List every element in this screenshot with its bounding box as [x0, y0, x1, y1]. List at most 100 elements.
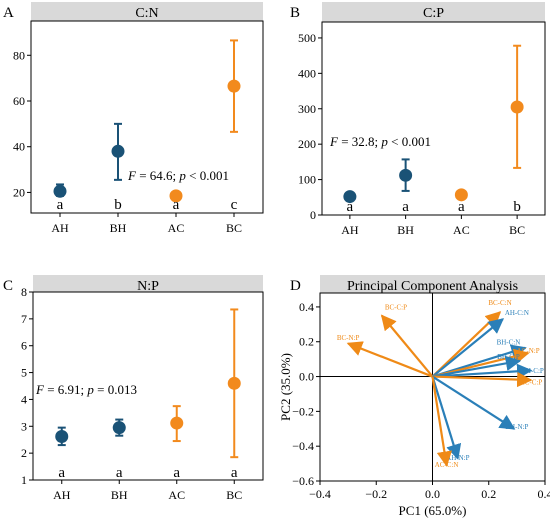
loading-vector	[431, 376, 462, 460]
y-tick-label: 400	[298, 66, 316, 80]
y-tick-label: 0.2	[299, 335, 314, 349]
y-tick-label: −0.4	[292, 439, 314, 453]
x-tick-label: 0.2	[481, 487, 496, 501]
x-tick-label: BC	[509, 223, 525, 237]
vector-label: AC-C:N	[435, 461, 459, 469]
vector-label: AH-N:P	[446, 454, 469, 462]
y-axis-title: PC2 (35.0%)	[278, 353, 293, 421]
vector-label: BC-N:P	[337, 334, 360, 342]
y-tick-label: 200	[298, 137, 316, 151]
x-tick-label: BC	[226, 488, 242, 502]
panel-tag: A	[3, 5, 14, 21]
y-tick-label: 60	[13, 94, 25, 108]
loading-vector	[431, 375, 516, 430]
x-tick-label: AC	[453, 223, 470, 237]
panel-title: N:P	[137, 279, 159, 294]
stat-part: F	[127, 168, 137, 183]
stat-part: = 32.8;	[338, 134, 381, 149]
x-tick-label: BH	[110, 221, 127, 235]
loading-vector	[380, 314, 434, 378]
vector-label: BC-C:P	[385, 304, 407, 312]
y-tick-label: 5	[21, 366, 27, 380]
y-tick-label: 1	[21, 473, 27, 487]
stat-annotation: F = 32.8; p < 0.001	[329, 134, 431, 149]
panel-C: N:P C 1 2 3 4 5 6 7 8 AH a BH a AC a BC a F = 6.91; p = 0.…	[3, 275, 264, 502]
strip-background	[320, 275, 545, 293]
y-tick-label: 40	[13, 140, 25, 154]
vector-label: AH-C:N	[505, 309, 529, 317]
significance-letter: a	[173, 197, 180, 213]
strip-background	[322, 2, 545, 22]
significance-letter: a	[58, 465, 65, 481]
data-point	[55, 429, 69, 443]
x-tick-label: 0.4	[538, 487, 550, 501]
significance-letter: a	[347, 199, 354, 215]
x-tick-label: AH	[51, 221, 69, 235]
stat-part: p	[380, 134, 388, 149]
stat-annotation: F = 64.6; p < 0.001	[127, 168, 229, 183]
x-axis-title: PC1 (65.0%)	[399, 503, 467, 518]
panel-B: C:P B 0 100 200 300 400 500 AH a BH a AC a BC b F = 32.8…	[290, 2, 546, 237]
y-tick-label: 6	[21, 339, 27, 353]
plot-frame	[321, 21, 546, 216]
y-tick-label: −0.2	[292, 404, 314, 418]
x-tick-label: AH	[53, 488, 71, 502]
significance-letter: a	[116, 465, 123, 481]
loading-vector	[431, 376, 452, 467]
loading-vector	[432, 355, 522, 378]
stat-part: = 64.6;	[136, 168, 179, 183]
loading-vector	[346, 341, 433, 378]
data-point	[399, 168, 413, 182]
loading-vector	[432, 363, 533, 380]
stat-part: = 0.013	[94, 382, 137, 397]
x-tick-label: AC	[168, 488, 185, 502]
vector-label: BH-N:P	[505, 423, 528, 431]
y-tick-label: 100	[298, 173, 316, 187]
data-point	[169, 189, 183, 203]
plot-frame	[30, 20, 264, 214]
data-point	[454, 188, 468, 202]
loading-vector	[432, 371, 533, 388]
data-point	[227, 79, 241, 93]
plot-frame	[32, 291, 264, 481]
y-tick-label: −0.6	[292, 474, 314, 488]
y-tick-label: 8	[21, 285, 27, 299]
stat-part: F	[329, 134, 339, 149]
significance-letter: c	[231, 197, 238, 213]
significance-letter: b	[513, 199, 521, 215]
loading-vector	[431, 318, 505, 378]
panel-D: Principal Component Analysis D −0.4 −0.2 0.0…	[278, 275, 550, 518]
strip-background	[33, 275, 263, 292]
stat-part: < 0.001	[186, 168, 229, 183]
stat-part: < 0.001	[388, 134, 431, 149]
vector-label: BH-C:N	[497, 338, 521, 346]
stat-annotation: F = 6.91; p = 0.013	[35, 382, 137, 397]
y-tick-label: 80	[13, 48, 25, 62]
y-tick-label: 2	[21, 446, 27, 460]
significance-letter: a	[173, 465, 180, 481]
x-tick-label: BH	[397, 223, 414, 237]
y-tick-label: 4	[21, 392, 27, 406]
panel-title: C:P	[423, 6, 444, 21]
stat-part: F	[35, 382, 45, 397]
y-tick-label: 7	[21, 312, 27, 326]
data-point	[510, 100, 524, 114]
x-tick-label: −0.2	[365, 487, 387, 501]
data-point	[111, 144, 125, 158]
data-point	[343, 190, 357, 204]
vector-label: BH-C:P	[497, 353, 520, 361]
data-point	[227, 376, 241, 390]
data-point	[53, 184, 67, 198]
vector-label: AC-C:P	[520, 378, 543, 386]
stat-part: p	[86, 382, 94, 397]
vector-label: BC-C:N	[488, 299, 511, 307]
y-tick-label: 300	[298, 102, 316, 116]
significance-letter: a	[57, 197, 64, 213]
y-tick-label: 0.0	[299, 370, 314, 384]
y-tick-label: 500	[298, 31, 316, 45]
x-tick-label: AC	[168, 221, 185, 235]
y-tick-label: 0.4	[299, 300, 314, 314]
panel-title: C:N	[135, 6, 158, 21]
significance-letter: b	[114, 197, 122, 213]
